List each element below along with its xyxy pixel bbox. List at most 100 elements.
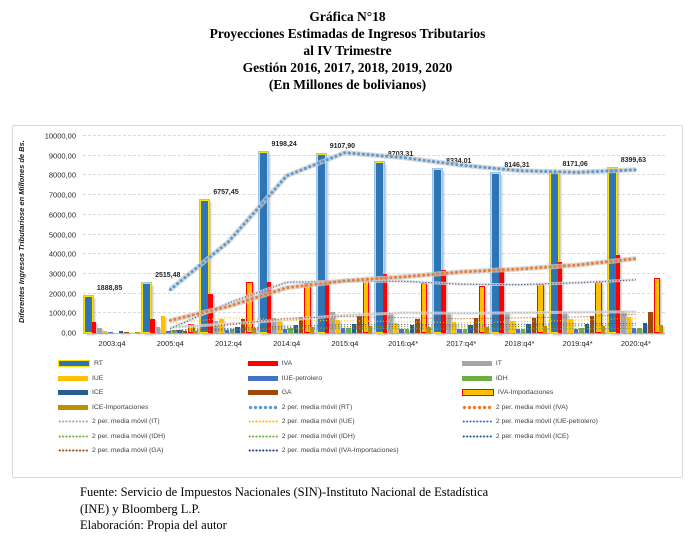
legend-label: IVA (281, 360, 293, 367)
gridline (83, 272, 665, 274)
trendline-rt (168, 150, 637, 292)
bar-ga (590, 316, 595, 333)
legend-label: 2 per. media móvil (IDH) (92, 432, 166, 440)
legend-bar-swatch (58, 375, 88, 381)
bar-ice (235, 327, 240, 333)
data-label: 8146,31 (504, 161, 530, 169)
bar-iva (92, 321, 97, 333)
bar-ice-importaciones (193, 331, 198, 333)
bar-rt (375, 161, 384, 333)
bar-ice (584, 323, 589, 333)
legend-item: 2 per. media móvil (IDH) (247, 432, 462, 441)
legend-label: 2 per. media móvil (IUE-petrolero) (495, 418, 598, 425)
gridline (83, 213, 665, 215)
legend-label: IT (495, 360, 502, 367)
bar-iue (510, 321, 515, 333)
legend-item: 2 per. media móvil (ICE) (461, 432, 670, 441)
bar-ice-importaciones (600, 325, 606, 333)
legend-dots-swatch (461, 433, 492, 439)
bar-ice-importaciones (659, 325, 664, 333)
bar-idh (521, 328, 526, 333)
bar-iue-petrolero (515, 329, 520, 333)
bar-ice-importaciones (542, 326, 547, 333)
legend-dots-swatch (461, 404, 492, 410)
legend-label: 2 per. media móvil (IVA) (495, 403, 568, 411)
legend-bar-swatch (247, 375, 278, 381)
bar-iue-petrolero (399, 329, 404, 333)
bar-ice-importaciones (484, 326, 489, 333)
legend-item: IVA-Importaciones (461, 388, 670, 397)
chart-title: Gráfica N°18 Proyecciones Estimadas de I… (0, 8, 695, 93)
legend-label: IUE (92, 374, 104, 382)
gridline (83, 174, 665, 176)
bar-iue (102, 330, 108, 333)
bar-idh (230, 329, 235, 333)
bar-idh (288, 328, 293, 333)
bar-ga (240, 319, 246, 333)
y-tick-label: 3000,00 (48, 269, 76, 279)
bar-ice-importaciones (135, 332, 140, 333)
legend-label: IVA-Importaciones (497, 389, 554, 396)
legend-label: IUE-petrolero (281, 374, 323, 382)
legend-label: RT (94, 360, 103, 367)
bar-idh (346, 328, 351, 333)
bar-ga (124, 331, 129, 333)
legend-item: IUE (58, 374, 248, 383)
bar-rt (142, 283, 152, 333)
data-label: 8399,63 (620, 156, 647, 164)
bar-iue (161, 316, 166, 333)
y-tick-label: 9000,00 (48, 151, 76, 161)
bar-rt (316, 153, 326, 333)
bar-ice (119, 331, 124, 333)
legend-label: ICE (92, 389, 104, 396)
bar-iue-petrolero (573, 328, 579, 333)
bar-ice-importaciones (368, 326, 373, 333)
legend-bar-swatch (461, 375, 492, 381)
bar-it (563, 312, 568, 333)
title-line: Gráfica N°18 (309, 9, 386, 24)
legend-label: 2 per. media móvil (IDH) (281, 432, 355, 440)
legend-item: ICE-Importaciones (58, 403, 248, 412)
bar-ice-importaciones (251, 328, 256, 333)
x-tick-label: 2012:q4 (214, 339, 243, 348)
title-line: (En Millones de bolivianos) (268, 77, 427, 92)
data-label: 1888,85 (96, 284, 123, 292)
bar-iva-importaciones (653, 277, 660, 333)
legend-dots-swatch (247, 448, 278, 453)
data-label: 8171,06 (562, 161, 588, 169)
bar-idh (637, 328, 642, 333)
data-label: 2515,48 (155, 272, 181, 280)
bar-rt (607, 167, 617, 333)
legend-label: 2 per. media móvil (ICE) (495, 432, 569, 440)
legend-item: IT (461, 359, 670, 368)
data-label: 8703,31 (387, 150, 414, 158)
y-axis-title-text: Diferentes Ingresos Tributariose en Mill… (17, 140, 26, 324)
gridline (83, 253, 665, 255)
bar-ice-importaciones (426, 327, 431, 333)
bar-ice-importaciones (309, 327, 315, 333)
legend-bar-swatch (461, 361, 492, 366)
bar-iue-petrolero (166, 331, 171, 333)
plot-area: 1888,85 2515,48 6757,45 9198,24 9107,90 8703,… (83, 135, 665, 334)
source-note: Fuente: Servicio de Impuestos Nacionales… (80, 484, 625, 534)
bar-iva (324, 279, 330, 333)
y-tick-label: 2000,00 (48, 289, 76, 299)
data-label: 6757,45 (213, 188, 239, 196)
trendline-iva (168, 257, 638, 322)
legend-label: 2 per. media móvil (RT) (281, 403, 353, 411)
bar-iue (277, 321, 282, 333)
x-tick-label: 2020:q4* (620, 339, 651, 348)
bar-rt (433, 168, 443, 333)
data-label: 8334,01 (446, 157, 472, 165)
bar-it (388, 313, 393, 333)
bar-iue-petrolero (224, 330, 229, 333)
bar-rt (84, 295, 93, 333)
legend-item: IUE-petrolero (247, 374, 462, 383)
gridline (83, 233, 665, 235)
bar-iva-importaciones (246, 281, 253, 333)
x-tick-label: 2017:q4* (446, 339, 477, 348)
gridline (83, 135, 665, 136)
legend-item: GA (247, 388, 462, 397)
legend-label: 2 per. media móvil (GA) (92, 447, 164, 454)
